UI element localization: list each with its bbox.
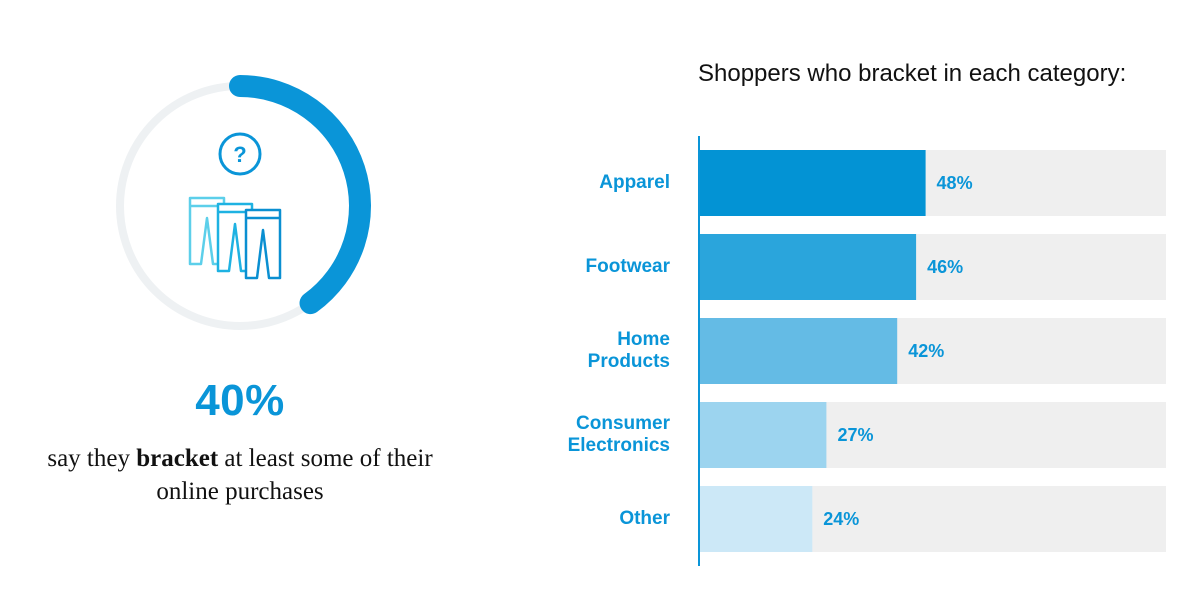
stat-value: 40% <box>195 376 285 425</box>
chart-title: Shoppers who bracket in each category: <box>698 60 1127 87</box>
question-icon: ? <box>218 132 262 176</box>
caption-text-end: at least some of their online purchases <box>156 445 433 505</box>
pants-icon <box>188 196 282 280</box>
category-label: Apparel <box>530 172 670 194</box>
value-label: 46% <box>927 257 964 277</box>
svg-text:?: ? <box>233 142 246 167</box>
bar-home-products <box>699 318 898 384</box>
category-label-line: Home <box>617 329 670 350</box>
stat-caption: say they bracket at least some of their … <box>40 442 440 508</box>
value-label: 27% <box>837 425 874 445</box>
category-label: Consumer Electronics <box>530 413 670 457</box>
value-label: 42% <box>908 341 945 361</box>
category-label-line: Electronics <box>567 435 670 456</box>
donut-progress-arc <box>229 75 371 315</box>
bar-other <box>699 486 813 552</box>
value-label: 24% <box>823 509 860 529</box>
category-label-line: Footwear <box>585 256 670 277</box>
category-label: Home Products <box>530 329 670 373</box>
category-label-line: Apparel <box>599 172 670 193</box>
category-label-line: Products <box>587 351 670 372</box>
donut-chart: ? <box>116 75 371 330</box>
bar-apparel <box>699 150 926 216</box>
category-label-line: Other <box>619 508 670 529</box>
category-label-line: Consumer <box>576 413 670 434</box>
caption-text-start: say they <box>47 445 137 472</box>
bar-footwear <box>699 234 917 300</box>
category-label: Other <box>530 508 670 530</box>
value-label: 48% <box>936 173 973 193</box>
bar-consumer-electronics <box>699 402 827 468</box>
category-label: Footwear <box>530 256 670 278</box>
bar-chart <box>698 136 1166 566</box>
caption-bold-word: bracket <box>136 445 219 472</box>
